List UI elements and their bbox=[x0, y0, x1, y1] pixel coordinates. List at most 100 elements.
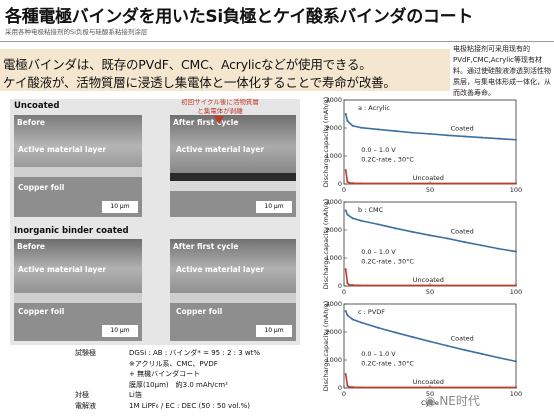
data-point bbox=[344, 373, 347, 375]
y-tick-label: 1000 bbox=[325, 254, 342, 262]
label-active-layer: Active material layer bbox=[176, 265, 265, 274]
data-point bbox=[346, 282, 349, 285]
x-axis-label: Cycle bbox=[421, 399, 439, 407]
chart-title: c : PVDF bbox=[358, 308, 385, 316]
data-point bbox=[515, 138, 517, 141]
data-point bbox=[515, 182, 517, 185]
condition-row: 対極 Li箔 bbox=[75, 390, 315, 401]
sem-uncoated-before: Before Active material layer Copper foil… bbox=[14, 115, 142, 217]
series-label-uncoated: Uncoated bbox=[413, 174, 444, 182]
series-label-uncoated: Uncoated bbox=[413, 276, 444, 284]
data-point bbox=[346, 314, 349, 317]
series-label-coated: Coated bbox=[451, 335, 474, 343]
condition-key: 試験極 bbox=[75, 349, 96, 357]
data-point bbox=[351, 386, 354, 389]
data-point bbox=[429, 340, 431, 343]
data-point bbox=[360, 386, 363, 389]
x-tick-label: 50 bbox=[426, 390, 434, 398]
data-point bbox=[411, 230, 414, 233]
data-point bbox=[429, 132, 431, 135]
condition-key bbox=[75, 380, 129, 391]
data-point bbox=[344, 310, 347, 312]
data-point bbox=[429, 284, 431, 287]
series-label-uncoated: Uncoated bbox=[413, 378, 444, 386]
y-tick-label: 3000 bbox=[325, 300, 342, 308]
data-point bbox=[351, 217, 354, 220]
data-point bbox=[480, 136, 483, 139]
page-subtitle: 采用各种电极粘接剂的Si负极与硅酸系粘接剂涂层 bbox=[5, 28, 148, 36]
condition-row: + 無機バインダコート bbox=[75, 369, 315, 380]
condition-value: Li箔 bbox=[129, 391, 142, 399]
condition-row: 膜厚(10µm) 約3.0 mAh/cm² bbox=[75, 380, 315, 391]
header-divider bbox=[0, 41, 554, 42]
data-point bbox=[394, 130, 397, 133]
condition-voltage: 0.0 – 1.0 V bbox=[361, 146, 396, 154]
data-point bbox=[394, 227, 397, 230]
chart-acrylic: Discharge capacity (mAh/g) 01000200030000… bbox=[322, 96, 522, 194]
scale-bar: 10 µm bbox=[256, 201, 292, 213]
test-conditions: 試験極 DGSi : AB : バインダ* = 95 : 2 : 3 wt% ※ア… bbox=[75, 348, 315, 411]
chart-title: b : CMC bbox=[358, 206, 384, 214]
condition-row: 試験極 DGSi : AB : バインダ* = 95 : 2 : 3 wt% bbox=[75, 348, 315, 359]
y-axis-label: Discharge capacity (mAh/g) bbox=[322, 199, 330, 289]
data-point bbox=[429, 386, 431, 389]
condition-key: 電解液 bbox=[75, 401, 96, 410]
summary-box: 電極バインダは、既存のPVdF、CMC、Acrylicなどが使用できる。 ケイ酸… bbox=[0, 49, 450, 91]
data-point bbox=[351, 124, 354, 127]
condition-key bbox=[75, 369, 129, 380]
callout-arrow bbox=[214, 116, 224, 124]
condition-value: + 無機バインダコート bbox=[129, 370, 201, 378]
data-point bbox=[360, 219, 363, 222]
x-tick-label: 50 bbox=[426, 186, 434, 194]
data-point bbox=[360, 321, 363, 324]
x-tick-label: 100 bbox=[510, 186, 522, 194]
data-point bbox=[360, 284, 363, 287]
watermark-text: NE时代 bbox=[439, 394, 480, 408]
data-point bbox=[411, 336, 414, 339]
y-tick-label: 3000 bbox=[325, 96, 342, 104]
label-copper-foil: Copper foil bbox=[18, 307, 65, 316]
label-active-layer: Active material layer bbox=[18, 265, 107, 274]
data-point bbox=[348, 283, 351, 286]
watermark: ◉ NE时代 bbox=[425, 392, 480, 409]
condition-value: DGSi : AB : バインダ* = 95 : 2 : 3 wt% bbox=[129, 349, 261, 357]
data-point bbox=[394, 331, 397, 334]
scale-bar: 10 µm bbox=[102, 201, 138, 213]
y-axis-label: Discharge capacity (mAh/g) bbox=[322, 301, 330, 391]
data-point bbox=[344, 169, 347, 171]
label-before: Before bbox=[17, 118, 46, 127]
summary-line-1: 電極バインダは、既存のPVdF、CMC、Acrylicなどが使用できる。 bbox=[3, 57, 372, 72]
plot-area bbox=[343, 99, 517, 185]
data-point bbox=[346, 180, 349, 183]
summary-line-2: ケイ酸液が、活物質層に浸透し集電体と一体化することで寿命が改善。 bbox=[3, 75, 396, 90]
data-point bbox=[463, 241, 466, 244]
data-point bbox=[377, 223, 380, 226]
data-point bbox=[344, 209, 347, 212]
data-point bbox=[411, 131, 414, 134]
x-tick-label: 0 bbox=[342, 288, 346, 296]
data-point bbox=[515, 284, 517, 287]
x-tick-label: 100 bbox=[510, 390, 522, 398]
y-tick-label: 0 bbox=[338, 282, 342, 290]
y-tick-label: 2000 bbox=[325, 328, 342, 336]
side-note: 电极粘接剂可采用现有的PVdF,CMC,Acrylic等现有材料。通过使硅酸液渗… bbox=[453, 45, 551, 97]
chart-pvdf: Discharge capacity (mAh/g) 01000200030000… bbox=[322, 300, 522, 407]
scale-bar: 10 µm bbox=[102, 325, 138, 337]
y-tick-label: 1000 bbox=[325, 152, 342, 160]
data-point bbox=[446, 134, 449, 137]
condition-rate: 0.2C-rate , 30°C bbox=[361, 360, 414, 368]
label-active-layer: Active material layer bbox=[18, 145, 107, 154]
data-point bbox=[346, 213, 349, 216]
condition-key: 対極 bbox=[75, 391, 89, 399]
data-point bbox=[446, 344, 449, 347]
y-tick-label: 0 bbox=[338, 384, 342, 392]
wechat-icon: ◉ bbox=[425, 394, 436, 408]
data-point bbox=[480, 244, 483, 247]
sem-coated-before: Before Active material layer Copper foil… bbox=[14, 239, 142, 341]
chart-title: a : Acrylic bbox=[358, 104, 390, 112]
x-tick-label: 50 bbox=[426, 288, 434, 296]
data-point bbox=[463, 135, 466, 138]
condition-voltage: 0.0 – 1.0 V bbox=[361, 248, 396, 256]
data-point bbox=[344, 268, 347, 271]
condition-voltage: 0.0 – 1.0 V bbox=[361, 350, 396, 358]
